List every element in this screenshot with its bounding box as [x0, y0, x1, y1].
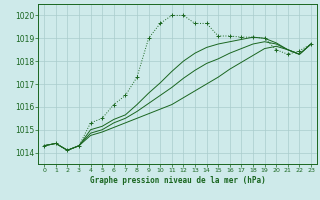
X-axis label: Graphe pression niveau de la mer (hPa): Graphe pression niveau de la mer (hPa) [90, 176, 266, 185]
